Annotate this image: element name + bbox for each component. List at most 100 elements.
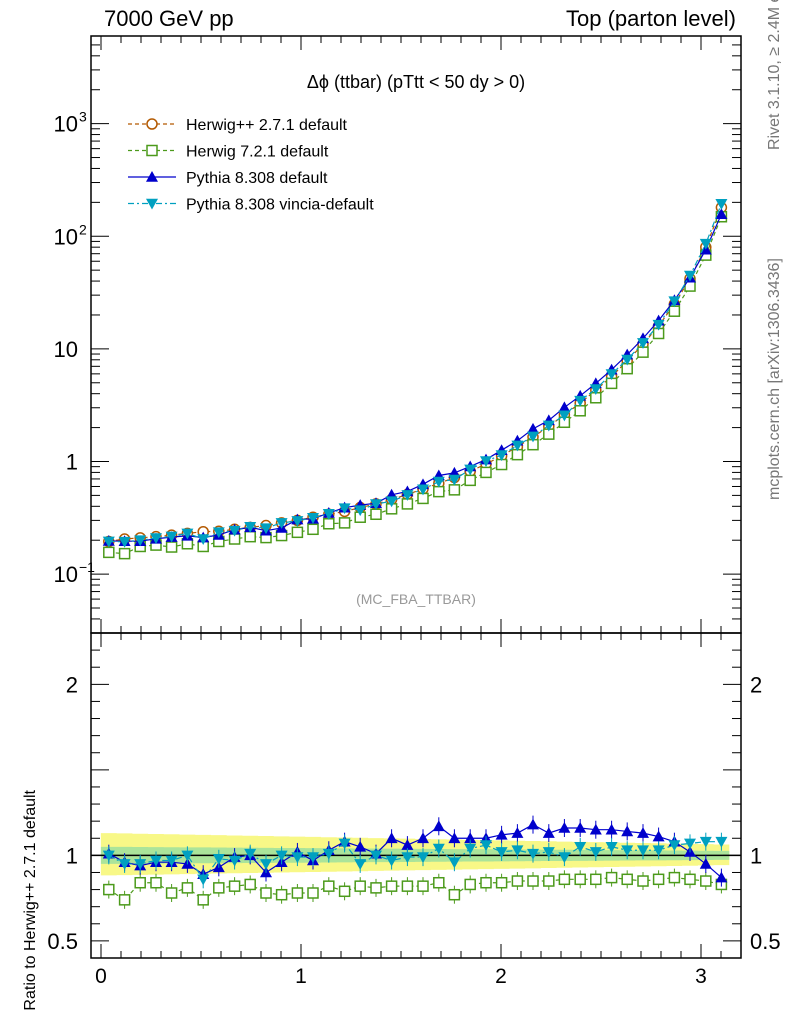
ratio-point-series-1 bbox=[370, 882, 382, 894]
data-point-series-1 bbox=[448, 484, 461, 496]
ratio-point-series-1 bbox=[103, 883, 115, 896]
ratio-point-series-3 bbox=[432, 843, 445, 855]
ratio-point-series-2 bbox=[417, 832, 429, 844]
ratio-point-series-1 bbox=[291, 887, 304, 899]
y-tick-label-exponent: 2 bbox=[79, 221, 87, 237]
ratio-point-series-2 bbox=[574, 822, 587, 833]
ratio-point-series-3 bbox=[118, 859, 131, 870]
ratio-point-series-1 bbox=[118, 894, 131, 906]
ratio-point-series-2 bbox=[527, 818, 539, 830]
ratio-point-series-3 bbox=[260, 859, 272, 870]
ratio-point-series-1 bbox=[448, 888, 461, 901]
series-line-1 bbox=[108, 216, 722, 555]
ratio-point-series-2 bbox=[715, 871, 728, 883]
chart-title: Δϕ (ttbar) (pTtt < 50 dy > 0) bbox=[307, 72, 525, 92]
ratio-point-series-1 bbox=[213, 882, 225, 894]
ratio-point-series-2 bbox=[432, 820, 445, 832]
data-point-series-3 bbox=[464, 464, 477, 476]
ratio-point-series-3 bbox=[558, 852, 571, 864]
data-point-series-3 bbox=[370, 499, 382, 511]
ratio-point-series-1 bbox=[684, 873, 696, 886]
ratio-plot-frame bbox=[90, 632, 742, 959]
data-point-series-3 bbox=[165, 531, 178, 543]
ratio-point-series-1 bbox=[385, 880, 398, 892]
ratio-point-series-1 bbox=[464, 878, 476, 891]
ratio-point-series-1 bbox=[134, 876, 146, 889]
ratio-point-series-1 bbox=[558, 873, 571, 886]
ratio-point-series-2 bbox=[354, 840, 367, 852]
ratio-point-series-3 bbox=[511, 845, 524, 857]
y-tick-label-ratio: 0.5 bbox=[47, 929, 78, 954]
ratio-point-series-3 bbox=[684, 838, 696, 850]
ratio-point-series-1 bbox=[401, 880, 414, 892]
ratio-point-series-3 bbox=[448, 857, 461, 869]
data-point-series-1 bbox=[668, 305, 681, 317]
data-point-series-1 bbox=[338, 517, 351, 529]
data-point-series-1 bbox=[165, 541, 178, 553]
ratio-point-series-1 bbox=[637, 875, 649, 887]
ratio-point-series-3 bbox=[605, 842, 618, 853]
y-tick-label-exponent: −1 bbox=[79, 559, 95, 575]
data-point-series-3 bbox=[715, 199, 728, 210]
ratio-point-series-2 bbox=[652, 830, 665, 842]
y-tick-label-ratio: 1 bbox=[66, 843, 78, 868]
ratio-point-series-1 bbox=[574, 873, 586, 886]
y-tick-label-main: 10 bbox=[54, 224, 78, 249]
data-point-series-3 bbox=[652, 319, 665, 331]
ratio-point-series-1 bbox=[228, 880, 241, 892]
legend-marker-2 bbox=[146, 171, 158, 182]
data-point-series-1 bbox=[433, 485, 445, 498]
legend-marker-3 bbox=[146, 198, 158, 210]
data-point-series-3 bbox=[699, 238, 712, 250]
ratio-point-series-1 bbox=[621, 873, 633, 886]
y-tick-label-ratio-right: 2 bbox=[750, 672, 762, 697]
ratio-point-series-2 bbox=[558, 822, 571, 833]
series-line-0 bbox=[108, 207, 722, 543]
ratio-point-series-3 bbox=[401, 852, 414, 864]
data-point-series-3 bbox=[668, 296, 681, 308]
ratio-point-series-1 bbox=[668, 871, 681, 884]
ratio-point-series-1 bbox=[244, 878, 256, 891]
ratio-point-series-3 bbox=[495, 847, 508, 858]
ratio-point-series-2 bbox=[464, 832, 477, 844]
ratio-line-1 bbox=[108, 877, 722, 901]
ratio-point-series-2 bbox=[511, 827, 524, 838]
ratio-point-series-1 bbox=[480, 876, 492, 889]
ratio-point-series-2 bbox=[542, 827, 555, 838]
ratio-point-series-3 bbox=[228, 855, 241, 867]
data-point-series-2 bbox=[558, 401, 571, 413]
ratio-point-series-3 bbox=[244, 848, 257, 860]
data-point-series-3 bbox=[260, 523, 272, 535]
data-point-series-1 bbox=[370, 508, 382, 521]
ratio-point-series-3 bbox=[699, 836, 712, 848]
data-point-series-1 bbox=[307, 523, 319, 536]
data-point-series-3 bbox=[244, 522, 257, 533]
data-point-series-3 bbox=[621, 354, 634, 366]
ratio-point-series-3 bbox=[574, 842, 587, 853]
ratio-point-series-1 bbox=[543, 875, 555, 887]
data-point-series-3 bbox=[684, 270, 696, 282]
ratio-point-series-3 bbox=[464, 843, 477, 855]
ratio-point-series-1 bbox=[323, 880, 335, 892]
data-point-series-3 bbox=[322, 509, 335, 520]
data-point-series-3 bbox=[118, 536, 131, 548]
ratio-point-series-1 bbox=[700, 875, 712, 887]
data-point-series-3 bbox=[181, 528, 194, 540]
ratio-point-series-1 bbox=[495, 876, 508, 889]
data-point-series-3 bbox=[417, 484, 429, 496]
data-point-series-3 bbox=[589, 384, 602, 396]
ratio-point-series-1 bbox=[338, 885, 351, 898]
data-point-series-3 bbox=[401, 490, 414, 501]
y-tick-label-main: 10 bbox=[54, 562, 78, 587]
ratio-point-series-1 bbox=[197, 894, 209, 906]
y-tick-label-exponent: 3 bbox=[79, 109, 87, 125]
data-point-series-3 bbox=[354, 505, 367, 517]
data-point-series-3 bbox=[150, 533, 162, 545]
y-tick-label-main: 1 bbox=[66, 449, 78, 474]
data-point-series-3 bbox=[495, 450, 508, 462]
data-point-series-1 bbox=[574, 405, 586, 417]
data-point-series-3 bbox=[432, 476, 445, 488]
ratio-point-series-3 bbox=[652, 845, 665, 857]
ratio-point-series-3 bbox=[527, 848, 539, 860]
